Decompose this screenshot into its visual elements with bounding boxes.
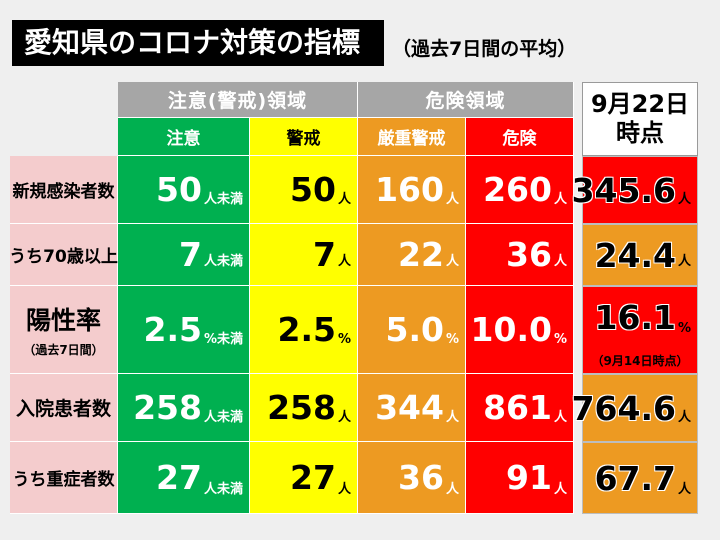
group-header-caution: 注意(警戒)領域 (118, 82, 358, 118)
table-cell: 10.0% (466, 286, 574, 374)
table-cell: 2.5% (250, 286, 358, 374)
current-date-suffix: 時点 (616, 119, 664, 147)
current-date: 9月22日 (590, 90, 690, 119)
page-subtitle: （過去7日間の平均） (392, 38, 577, 60)
table-cell: 91 人 (466, 442, 574, 514)
column-header-chui: 注意 (118, 118, 250, 156)
table-cell: 258 人 (250, 374, 358, 442)
current-value-note: （9月14日時点） (591, 354, 689, 368)
row-label-note: （過去7日間） (23, 343, 104, 357)
table-cell: 344 人 (358, 374, 466, 442)
table-cell: 36 人 (466, 224, 574, 286)
table-cell: 36 人 (358, 442, 466, 514)
row-label-hospitalized: 入院患者数 (10, 374, 118, 442)
current-value-cell: 24.4 人 (582, 224, 698, 286)
column-header-kiken: 危険 (466, 118, 574, 156)
table-cell: 50 人 (250, 156, 358, 224)
table-cell: 50 人未満 (118, 156, 250, 224)
table-cell: 27 人 (250, 442, 358, 514)
table-cell: 861 人 (466, 374, 574, 442)
current-date-header: 9月22日 時点 (582, 82, 698, 156)
current-value-cell: 67.7 人 (582, 442, 698, 514)
table-cell: 258 人未満 (118, 374, 250, 442)
current-value-cell: 345.6 人 (572, 156, 698, 224)
current-value-cell: 16.1% （9月14日時点） (582, 286, 698, 374)
table-cell: 22 人 (358, 224, 466, 286)
table-cell: 2.5 %未満 (118, 286, 250, 374)
page-title: 愛知県のコロナ対策の指標 (12, 20, 384, 66)
table-cell: 5.0% (358, 286, 466, 374)
table-cell: 7 人未満 (118, 224, 250, 286)
current-value-cell: 764.6 人 (572, 374, 698, 442)
row-label-age-70-plus: うち70歳以上 (9, 224, 118, 286)
table-cell: 260 人 (466, 156, 574, 224)
group-header-danger: 危険領域 (358, 82, 574, 118)
row-label-severe-cases: うち重症者数 (10, 442, 118, 514)
row-label-new-cases: 新規感染者数 (10, 156, 118, 224)
table-cell: 160 人 (358, 156, 466, 224)
column-header-genju-keikai: 厳重警戒 (358, 118, 466, 156)
row-label-positivity-rate: 陽性率 （過去7日間） (10, 286, 118, 374)
table-cell: 27 人未満 (118, 442, 250, 514)
column-header-keikai: 警戒 (250, 118, 358, 156)
